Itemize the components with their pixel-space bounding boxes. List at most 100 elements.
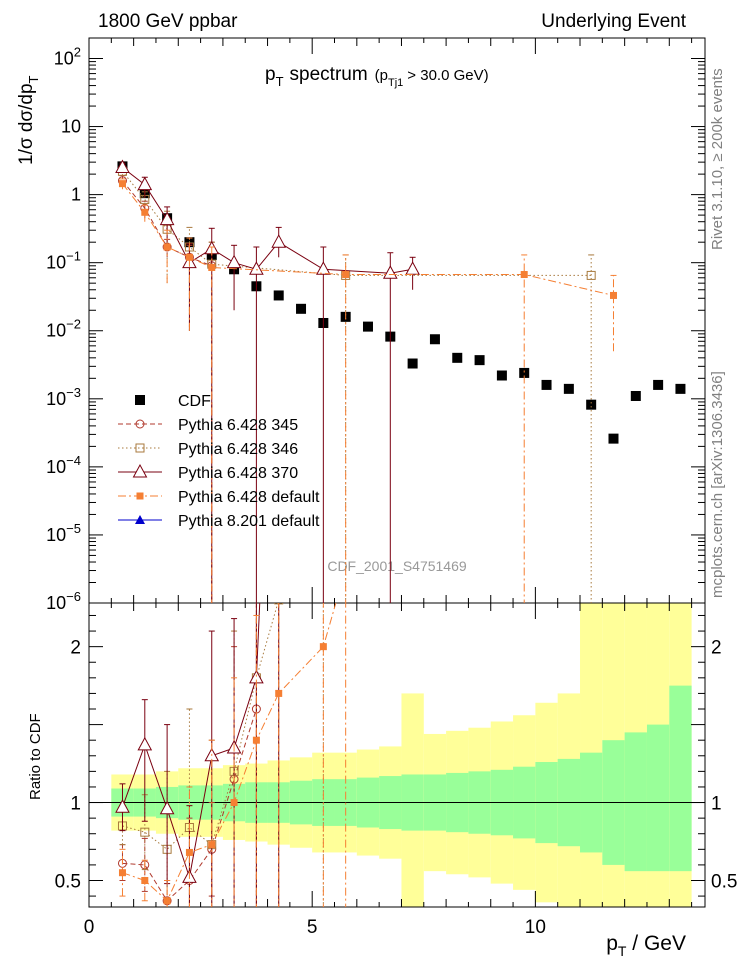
legend-label: Pythia 6.428 370 [178, 465, 298, 482]
band-group [89, 603, 705, 907]
legend-entry-p346: Pythia 6.428 346 [118, 441, 298, 458]
data-point [137, 176, 153, 191]
x-axis-label: pT / GeV [606, 932, 686, 959]
data-point [141, 208, 149, 216]
ratio-y-axis-label: Ratio to CDF [27, 713, 44, 800]
inner-band-bin [624, 732, 647, 872]
ratio-point [185, 848, 193, 856]
main-y-tick-label: 10−6 [46, 589, 81, 613]
data-point [296, 303, 307, 314]
ratio-point [140, 827, 150, 837]
ratio-frame [88, 602, 706, 908]
ratio-y-tick-label-right: 1 [711, 794, 722, 815]
ratio-y-tick-label: 1 [70, 794, 81, 815]
ratio-panel-series [115, 603, 347, 907]
data-point [115, 159, 130, 174]
data-point [163, 243, 171, 251]
main-y-tick-label: 102 [54, 44, 81, 68]
ratio-point [115, 799, 130, 813]
tick-base: 10 [46, 593, 66, 613]
data-point [208, 263, 216, 271]
legend-marker [136, 492, 144, 500]
ratio-y-tick-label: 2 [70, 638, 81, 659]
ratio-line [122, 603, 279, 850]
data-point [407, 358, 418, 369]
data-point [159, 211, 175, 226]
main-y-axis-label: 1/σ dσ/dpT [16, 75, 41, 165]
main-y-tick-label: 10 [61, 117, 81, 137]
title-sub: T [276, 74, 284, 89]
data-point [342, 271, 350, 279]
tick-exponent: −2 [66, 317, 81, 332]
data-point [185, 253, 193, 261]
main-y-tick-label: 10−2 [46, 317, 81, 341]
legend-label: Pythia 8.201 default [178, 513, 320, 530]
ratio-series-group [115, 603, 347, 907]
data-point [429, 334, 440, 345]
tick-exponent: 2 [74, 44, 81, 59]
x-tick-label: 5 [307, 917, 318, 938]
x-tick-label: 0 [84, 917, 95, 938]
tick-exponent: −3 [66, 385, 81, 400]
plot-title: pT spectrum (pTj1 > 30.0 GeV) [265, 64, 489, 89]
title-cut-sub: Tj1 [388, 77, 403, 89]
ratio-point [159, 800, 175, 815]
legend-marker [135, 395, 145, 405]
data-point [249, 261, 264, 275]
data-point [271, 234, 287, 248]
data-point [608, 433, 619, 444]
legend-label: Pythia 6.428 346 [178, 441, 298, 458]
ratio-point [252, 736, 260, 744]
legend-marker [135, 419, 145, 429]
main-y-tick-label: 1 [71, 185, 81, 205]
ratio-y-tick-label-right: 2 [711, 638, 722, 659]
main-series-group [115, 159, 686, 603]
series-p370 [115, 159, 420, 603]
legend-entry-p8: Pythia 8.201 default [118, 513, 320, 530]
tick-base: 10 [46, 457, 66, 477]
tick-base: 1 [71, 185, 81, 205]
ylabel-main: 1/σ dσ/dp [16, 83, 37, 165]
xlabel-main: p [606, 932, 618, 955]
legend-label: CDF [178, 393, 211, 410]
main-y-tick-label: 10−3 [46, 385, 81, 409]
analysis-id-label: CDF_2001_S4751469 [327, 558, 467, 574]
legend: CDF Pythia 6.428 345 Pythia 6.428 346 Pythi… [118, 393, 320, 530]
legend-marker [135, 443, 145, 453]
data-point [382, 265, 398, 279]
ratio-series-p346 [117, 603, 324, 907]
tick-base: 10 [54, 48, 74, 68]
ratio-point [208, 841, 216, 849]
series-pdef [118, 178, 617, 603]
category-label: Underlying Event [541, 11, 686, 32]
tick-exponent: −1 [66, 249, 81, 264]
data-point [675, 383, 686, 394]
ratio-point [141, 876, 149, 884]
legend-label: Pythia 6.428 345 [178, 417, 298, 434]
data-point [563, 383, 574, 394]
data-point [496, 370, 507, 381]
legend-entry-p345: Pythia 6.428 345 [118, 417, 298, 434]
ratio-point [319, 643, 327, 651]
data-point [586, 399, 597, 410]
data-point [362, 321, 373, 332]
uncertainty-bands [89, 603, 705, 907]
legend-entry-p370: Pythia 6.428 370 [118, 463, 298, 482]
tick-base: 10 [46, 525, 66, 545]
tick-exponent: −6 [66, 589, 81, 604]
title-cut-rest: > 30.0 GeV) [407, 67, 488, 84]
series-line [122, 183, 614, 296]
data-point [474, 355, 485, 366]
main-y-tick-label: 10−1 [46, 249, 81, 273]
rivet-version-label: Rivet 3.1.10, ≥ 200k events [709, 68, 726, 250]
legend-marker [135, 515, 145, 524]
data-point [520, 271, 528, 279]
title-p: p [265, 64, 276, 85]
ratio-series-pdef [118, 603, 347, 907]
ylabel-sub: T [26, 75, 41, 83]
main-y-tick-label: 10−4 [46, 453, 81, 477]
mcplots-reference-label: mcplots.cern.ch [arXiv:1306.3436] [709, 371, 726, 598]
data-point [316, 261, 331, 275]
tick-exponent: −5 [66, 521, 81, 536]
ratio-line [122, 603, 337, 902]
